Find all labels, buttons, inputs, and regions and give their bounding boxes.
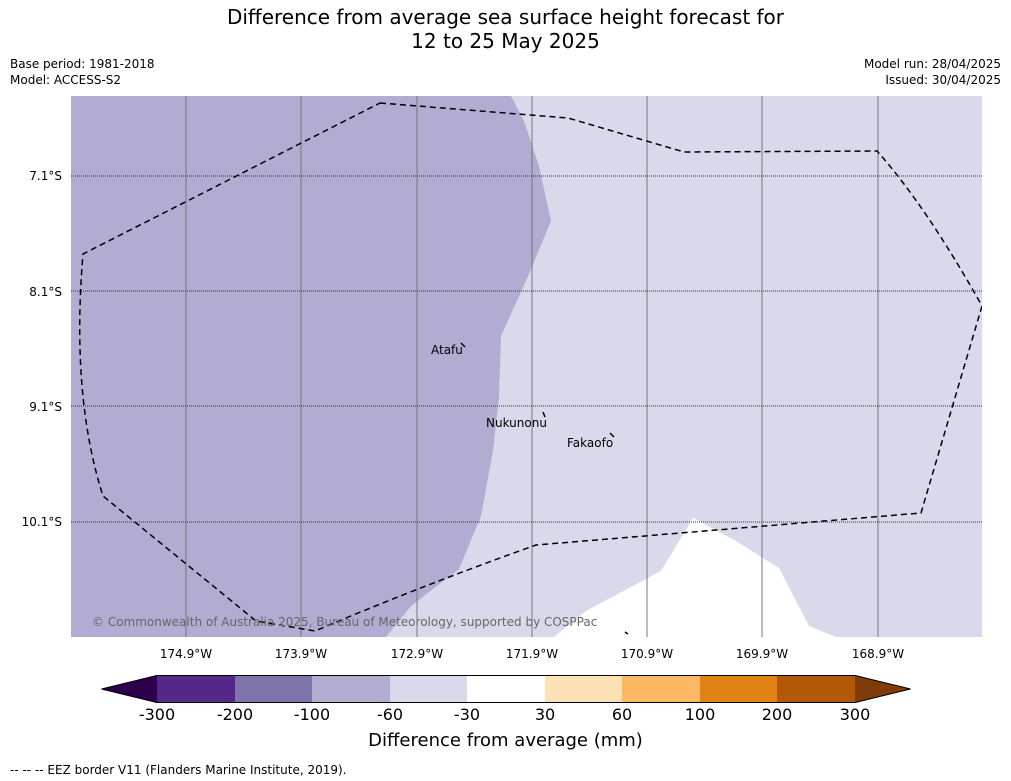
colorbar-segment <box>545 675 622 703</box>
model-name: Model: ACCESS-S2 <box>10 73 122 87</box>
eez-legend-note: -- -- -- EEZ border V11 (Flanders Marine… <box>10 763 347 777</box>
meta-right: Model run: 28/04/2025 Issued: 30/04/2025 <box>864 56 1001 88</box>
place-label-fakaofo: Fakaofo <box>567 436 614 450</box>
model-run: Model run: 28/04/2025 <box>863 57 1001 71</box>
meta-left: Base period: 1981-2018 Model: ACCESS-S2 <box>10 56 155 88</box>
lat-label-7-1: 7.1°S <box>29 169 62 183</box>
colorbar-segment <box>467 675 545 703</box>
map-svg <box>71 96 982 637</box>
colorbar-segment <box>390 675 467 703</box>
colorbar-tick: -100 <box>293 705 331 724</box>
colorbar-tick: 60 <box>611 705 633 724</box>
colorbar-segment <box>312 675 390 703</box>
copyright-notice: © Commonwealth of Australia 2025, Bureau… <box>92 615 598 629</box>
lon-label-168-9: 168.9°W <box>851 647 905 661</box>
colorbar-segment <box>157 675 235 703</box>
colorbar <box>101 675 911 703</box>
colorbar-segment <box>777 675 855 703</box>
colorbar-outline <box>101 675 911 703</box>
colorbar-tick: 300 <box>839 705 871 724</box>
neutral-region <box>554 518 836 637</box>
place-label-atafu: Atafu <box>431 343 463 357</box>
colorbar-tick: -60 <box>376 705 404 724</box>
lon-label-173-9: 173.9°W <box>274 647 328 661</box>
colorbar-segment <box>235 675 312 703</box>
lat-label-10-1: 10.1°S <box>21 515 62 529</box>
lon-label-169-9: 169.9°W <box>735 647 789 661</box>
base-period: Base period: 1981-2018 <box>10 57 155 71</box>
colorbar-tick: 30 <box>534 705 556 724</box>
colorbar-tick: -30 <box>453 705 481 724</box>
lon-label-174-9: 174.9°W <box>159 647 213 661</box>
issued-date: Issued: 30/04/2025 <box>885 73 1001 87</box>
map-title: Difference from average sea surface heig… <box>0 5 1011 53</box>
lat-label-9-1: 9.1°S <box>29 400 62 414</box>
meridian-lines <box>185 96 879 637</box>
colorbar-extend-high <box>855 675 911 703</box>
colorbar-tick: -300 <box>138 705 176 724</box>
atafu-island <box>460 342 466 348</box>
colorbar-tick: -200 <box>216 705 254 724</box>
nukunonu-island <box>542 411 546 418</box>
eez-border <box>79 102 982 632</box>
title-line-1: Difference from average sea surface heig… <box>226 5 785 29</box>
lon-label-172-9: 172.9°W <box>390 647 444 661</box>
map-area <box>71 96 982 637</box>
colorbar-tick: 100 <box>684 705 716 724</box>
small-islet <box>624 631 629 635</box>
colorbar-label: Difference from average (mm) <box>368 730 643 751</box>
medium-anomaly-region <box>71 96 551 637</box>
colorbar-extend-low <box>101 675 157 703</box>
colorbar-tick: 200 <box>761 705 793 724</box>
colorbar-segment <box>622 675 700 703</box>
title-line-2: 12 to 25 May 2025 <box>411 29 600 53</box>
lat-label-8-1: 8.1°S <box>29 285 62 299</box>
place-label-nukunonu: Nukunonu <box>486 416 547 430</box>
colorbar-segment <box>700 675 777 703</box>
lon-label-170-9: 170.9°W <box>620 647 674 661</box>
fakaofo-island <box>609 432 615 438</box>
lon-label-171-9: 171.9°W <box>505 647 559 661</box>
